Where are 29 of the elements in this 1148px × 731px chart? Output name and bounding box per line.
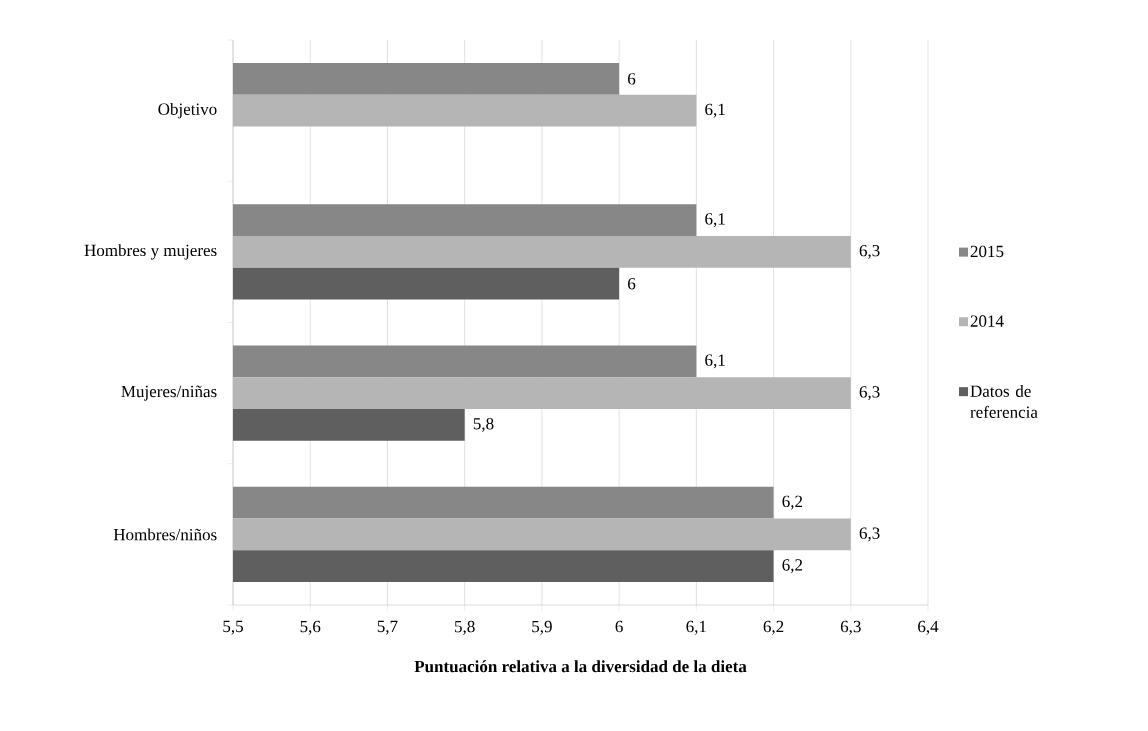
y-tick-label: Mujeres/niñas bbox=[121, 385, 217, 401]
legend-label: 2014 bbox=[970, 315, 1004, 327]
data-label: 5,8 bbox=[473, 417, 494, 432]
data-label: 6,3 bbox=[859, 386, 880, 401]
x-tick-label: 5,5 bbox=[223, 620, 243, 635]
y-tick-label: Hombres/niños bbox=[113, 528, 217, 541]
data-label: 6,3 bbox=[859, 244, 880, 259]
data-label: 6 bbox=[628, 73, 636, 85]
x-tick-label: 5,8 bbox=[455, 620, 475, 635]
x-tick-label: 5,6 bbox=[300, 620, 321, 635]
data-label: 6 bbox=[628, 277, 636, 290]
x-tick-label: 6,1 bbox=[686, 620, 706, 635]
y-tick-label: Objetivo bbox=[158, 102, 217, 119]
data-label: 6,2 bbox=[782, 495, 803, 510]
x-tick-label: 6,2 bbox=[763, 620, 784, 635]
x-tick-label: 6 bbox=[615, 620, 623, 633]
x-tick-label: 6,4 bbox=[918, 620, 939, 635]
data-label: 6,3 bbox=[859, 527, 880, 542]
y-tick-label: Hombres y mujeres bbox=[84, 244, 217, 260]
x-tick-label: 6,3 bbox=[840, 620, 861, 635]
legend-label: Datos de referencia bbox=[970, 384, 1038, 418]
legend-label: 2015 bbox=[970, 245, 1004, 258]
data-label: 6,1 bbox=[705, 354, 725, 369]
data-label: 6,2 bbox=[782, 559, 803, 574]
x-tick-label: 5,7 bbox=[377, 620, 398, 635]
x-tick-label: 5,9 bbox=[532, 620, 552, 635]
x-axis-title: Puntuación relativa a la diversidad de la dieta bbox=[414, 660, 747, 673]
data-label: 6,1 bbox=[705, 213, 725, 228]
data-label: 6,1 bbox=[705, 103, 725, 118]
